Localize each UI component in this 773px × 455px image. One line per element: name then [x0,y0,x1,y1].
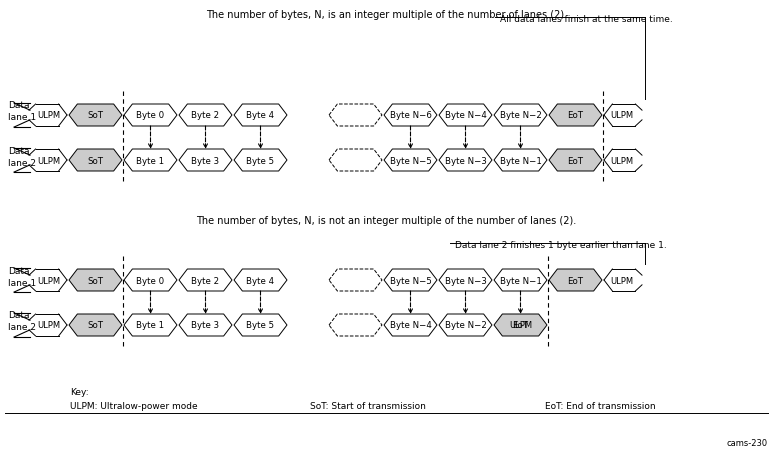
Text: ULPM: ULPM [37,321,60,330]
Polygon shape [124,150,177,172]
Text: Byte 2: Byte 2 [192,111,220,120]
Polygon shape [234,105,287,127]
Text: Data: Data [8,101,29,110]
Text: ULPM: ULPM [611,276,634,285]
Polygon shape [494,269,547,291]
Polygon shape [384,105,437,127]
Polygon shape [69,269,122,291]
Polygon shape [124,269,177,291]
Polygon shape [329,150,382,172]
Polygon shape [439,269,492,291]
Text: Byte 3: Byte 3 [192,321,220,330]
Text: EoT: EoT [512,321,529,330]
Polygon shape [384,269,437,291]
Text: ULPM: ULPM [37,276,60,285]
Text: Byte 5: Byte 5 [247,156,274,165]
Polygon shape [124,105,177,127]
Text: Byte 0: Byte 0 [137,111,165,120]
Polygon shape [439,150,492,172]
Polygon shape [234,314,287,336]
Polygon shape [124,314,177,336]
Polygon shape [549,150,602,172]
Text: cams-230: cams-230 [727,438,768,447]
Text: Byte N−2: Byte N−2 [499,111,541,120]
Polygon shape [179,150,232,172]
Polygon shape [384,150,437,172]
Polygon shape [549,105,602,127]
Polygon shape [329,314,382,336]
Text: SoT: SoT [87,156,104,165]
Text: Data: Data [8,311,29,320]
Polygon shape [234,150,287,172]
Text: EoT: EoT [567,111,584,120]
Text: EoT: EoT [567,276,584,285]
Text: EoT: EoT [567,156,584,165]
Text: Byte N−5: Byte N−5 [390,156,431,165]
Polygon shape [549,269,602,291]
Text: Byte N−3: Byte N−3 [444,276,486,285]
Text: Byte N−3: Byte N−3 [444,156,486,165]
Text: lane 1: lane 1 [8,278,36,287]
Text: lane 2: lane 2 [8,323,36,332]
Polygon shape [234,269,287,291]
Polygon shape [179,269,232,291]
Text: Byte 4: Byte 4 [247,111,274,120]
Text: Byte 2: Byte 2 [192,276,220,285]
Polygon shape [179,105,232,127]
Text: SoT: SoT [87,111,104,120]
Polygon shape [69,105,122,127]
Polygon shape [439,105,492,127]
Text: lane 1: lane 1 [8,113,36,122]
Text: Data: Data [8,146,29,155]
Text: Byte N−5: Byte N−5 [390,276,431,285]
Text: lane 2: lane 2 [8,158,36,167]
Polygon shape [439,314,492,336]
Text: ULPM: ULPM [611,156,634,165]
Polygon shape [69,314,122,336]
Text: ULPM: ULPM [509,321,532,330]
Polygon shape [384,314,437,336]
Text: Byte N−1: Byte N−1 [499,156,541,165]
Polygon shape [494,105,547,127]
Text: The number of bytes, N, is an integer multiple of the number of lanes (2).: The number of bytes, N, is an integer mu… [206,10,567,20]
Text: Byte N−1: Byte N−1 [499,276,541,285]
Text: ULPM: ULPM [611,111,634,120]
Text: SoT: Start of transmission: SoT: Start of transmission [310,401,426,410]
Text: Byte N−4: Byte N−4 [390,321,431,330]
Text: ULPM: ULPM [37,111,60,120]
Text: Byte 5: Byte 5 [247,321,274,330]
Text: The number of bytes, N, is not an integer multiple of the number of lanes (2).: The number of bytes, N, is not an intege… [196,216,577,226]
Text: Key:: Key: [70,387,89,396]
Text: Byte 3: Byte 3 [192,156,220,165]
Text: Byte 1: Byte 1 [137,156,165,165]
Text: ULPM: ULPM [37,156,60,165]
Text: SoT: SoT [87,321,104,330]
Text: Byte N−4: Byte N−4 [444,111,486,120]
Text: SoT: SoT [87,276,104,285]
Text: All data lanes finish at the same time.: All data lanes finish at the same time. [500,15,673,24]
Polygon shape [329,269,382,291]
Text: Data: Data [8,266,29,275]
Text: Byte 4: Byte 4 [247,276,274,285]
Text: Data lane 2 finishes 1 byte earlier than lane 1.: Data lane 2 finishes 1 byte earlier than… [455,241,667,249]
Text: Byte 1: Byte 1 [137,321,165,330]
Polygon shape [494,314,547,336]
Polygon shape [179,314,232,336]
Polygon shape [69,150,122,172]
Text: ULPM: Ultralow-power mode: ULPM: Ultralow-power mode [70,401,198,410]
Text: Byte N−2: Byte N−2 [444,321,486,330]
Polygon shape [494,150,547,172]
Text: Byte 0: Byte 0 [137,276,165,285]
Text: Byte N−6: Byte N−6 [390,111,431,120]
Polygon shape [329,105,382,127]
Text: EoT: End of transmission: EoT: End of transmission [545,401,656,410]
